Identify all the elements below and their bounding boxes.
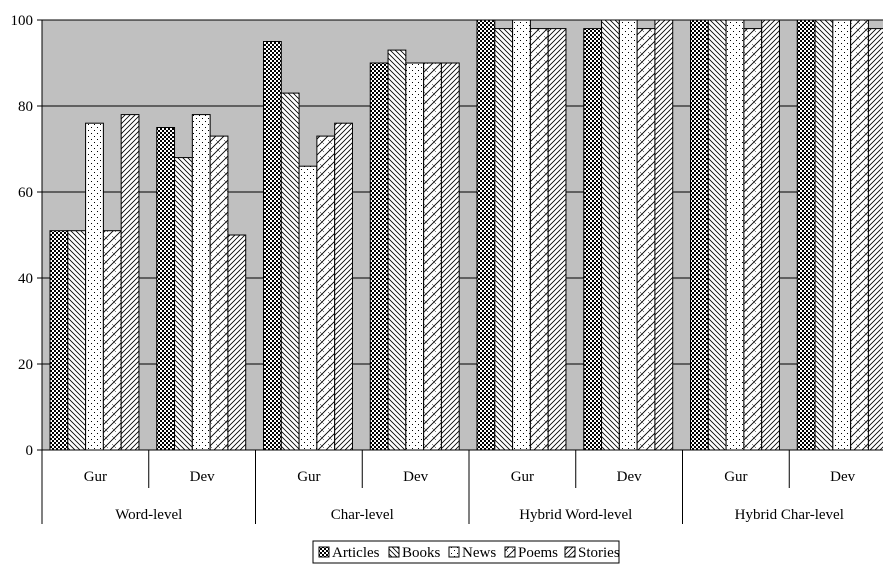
bar-books — [68, 231, 86, 450]
legend-swatch-articles — [319, 547, 329, 557]
x-group-label: Char-level — [331, 507, 394, 523]
legend-label-news: News — [462, 545, 496, 561]
x-tick-label: Gur — [724, 469, 747, 485]
bar-poems — [530, 29, 548, 450]
legend-swatch-stories — [565, 547, 575, 557]
bar-poems — [210, 136, 228, 450]
bar-news — [619, 20, 637, 450]
y-tick-label: 100 — [11, 13, 34, 29]
bar-articles — [157, 128, 175, 451]
bar-poems — [851, 20, 869, 450]
bar-stories — [121, 115, 139, 450]
y-tick-label: 20 — [18, 357, 33, 373]
bar-articles — [50, 231, 68, 450]
x-group-label: Hybrid Word-level — [519, 507, 632, 523]
bar-poems — [637, 29, 655, 450]
bar-news — [726, 20, 744, 450]
bar-books — [388, 50, 406, 450]
bar-books — [495, 29, 513, 450]
x-tick-label: Gur — [297, 469, 320, 485]
bar-poems — [744, 29, 762, 450]
bar-books — [175, 158, 193, 450]
bar-stories — [655, 20, 673, 450]
bar-books — [281, 93, 299, 450]
legend-label-articles: Articles — [332, 545, 380, 561]
bar-stories — [762, 20, 780, 450]
legend-swatch-books — [389, 547, 399, 557]
y-tick-label: 0 — [26, 443, 34, 459]
x-tick-label: Dev — [403, 469, 428, 485]
legend-label-poems: Poems — [518, 545, 558, 561]
bar-news — [833, 20, 851, 450]
bar-articles — [477, 20, 495, 450]
x-group-label: Hybrid Char-level — [735, 507, 844, 523]
bar-poems — [317, 136, 335, 450]
bar-stories — [441, 63, 459, 450]
y-tick-label: 80 — [18, 99, 33, 115]
x-tick-label: Dev — [190, 469, 215, 485]
bar-news — [192, 115, 210, 450]
bar-articles — [264, 42, 282, 451]
bar-articles — [691, 20, 709, 450]
bar-stories — [228, 235, 246, 450]
x-group-label: Word-level — [115, 507, 182, 523]
y-tick-label: 60 — [18, 185, 33, 201]
legend-label-books: Books — [402, 545, 441, 561]
bar-stories — [335, 123, 353, 450]
bar-articles — [370, 63, 388, 450]
bar-books — [602, 20, 620, 450]
x-tick-label: Dev — [617, 469, 642, 485]
bar-news — [86, 123, 104, 450]
bar-stories — [548, 29, 566, 450]
x-tick-label: Gur — [84, 469, 107, 485]
bar-poems — [424, 63, 442, 450]
x-tick-label: Dev — [830, 469, 855, 485]
bar-books — [815, 20, 833, 450]
bar-books — [708, 20, 726, 450]
bar-articles — [584, 29, 602, 450]
legend-swatch-poems — [505, 547, 515, 557]
bar-stories — [868, 29, 883, 450]
legend-label-stories: Stories — [578, 545, 620, 561]
bar-news — [406, 63, 424, 450]
legend: Articles Books News Poems Stories — [313, 541, 620, 563]
y-tick-label: 40 — [18, 271, 33, 287]
bar-poems — [103, 231, 121, 450]
bar-news — [513, 20, 531, 450]
bar-articles — [797, 20, 815, 450]
x-tick-label: Gur — [511, 469, 534, 485]
legend-swatch-news — [449, 547, 459, 557]
bar-news — [299, 166, 317, 450]
